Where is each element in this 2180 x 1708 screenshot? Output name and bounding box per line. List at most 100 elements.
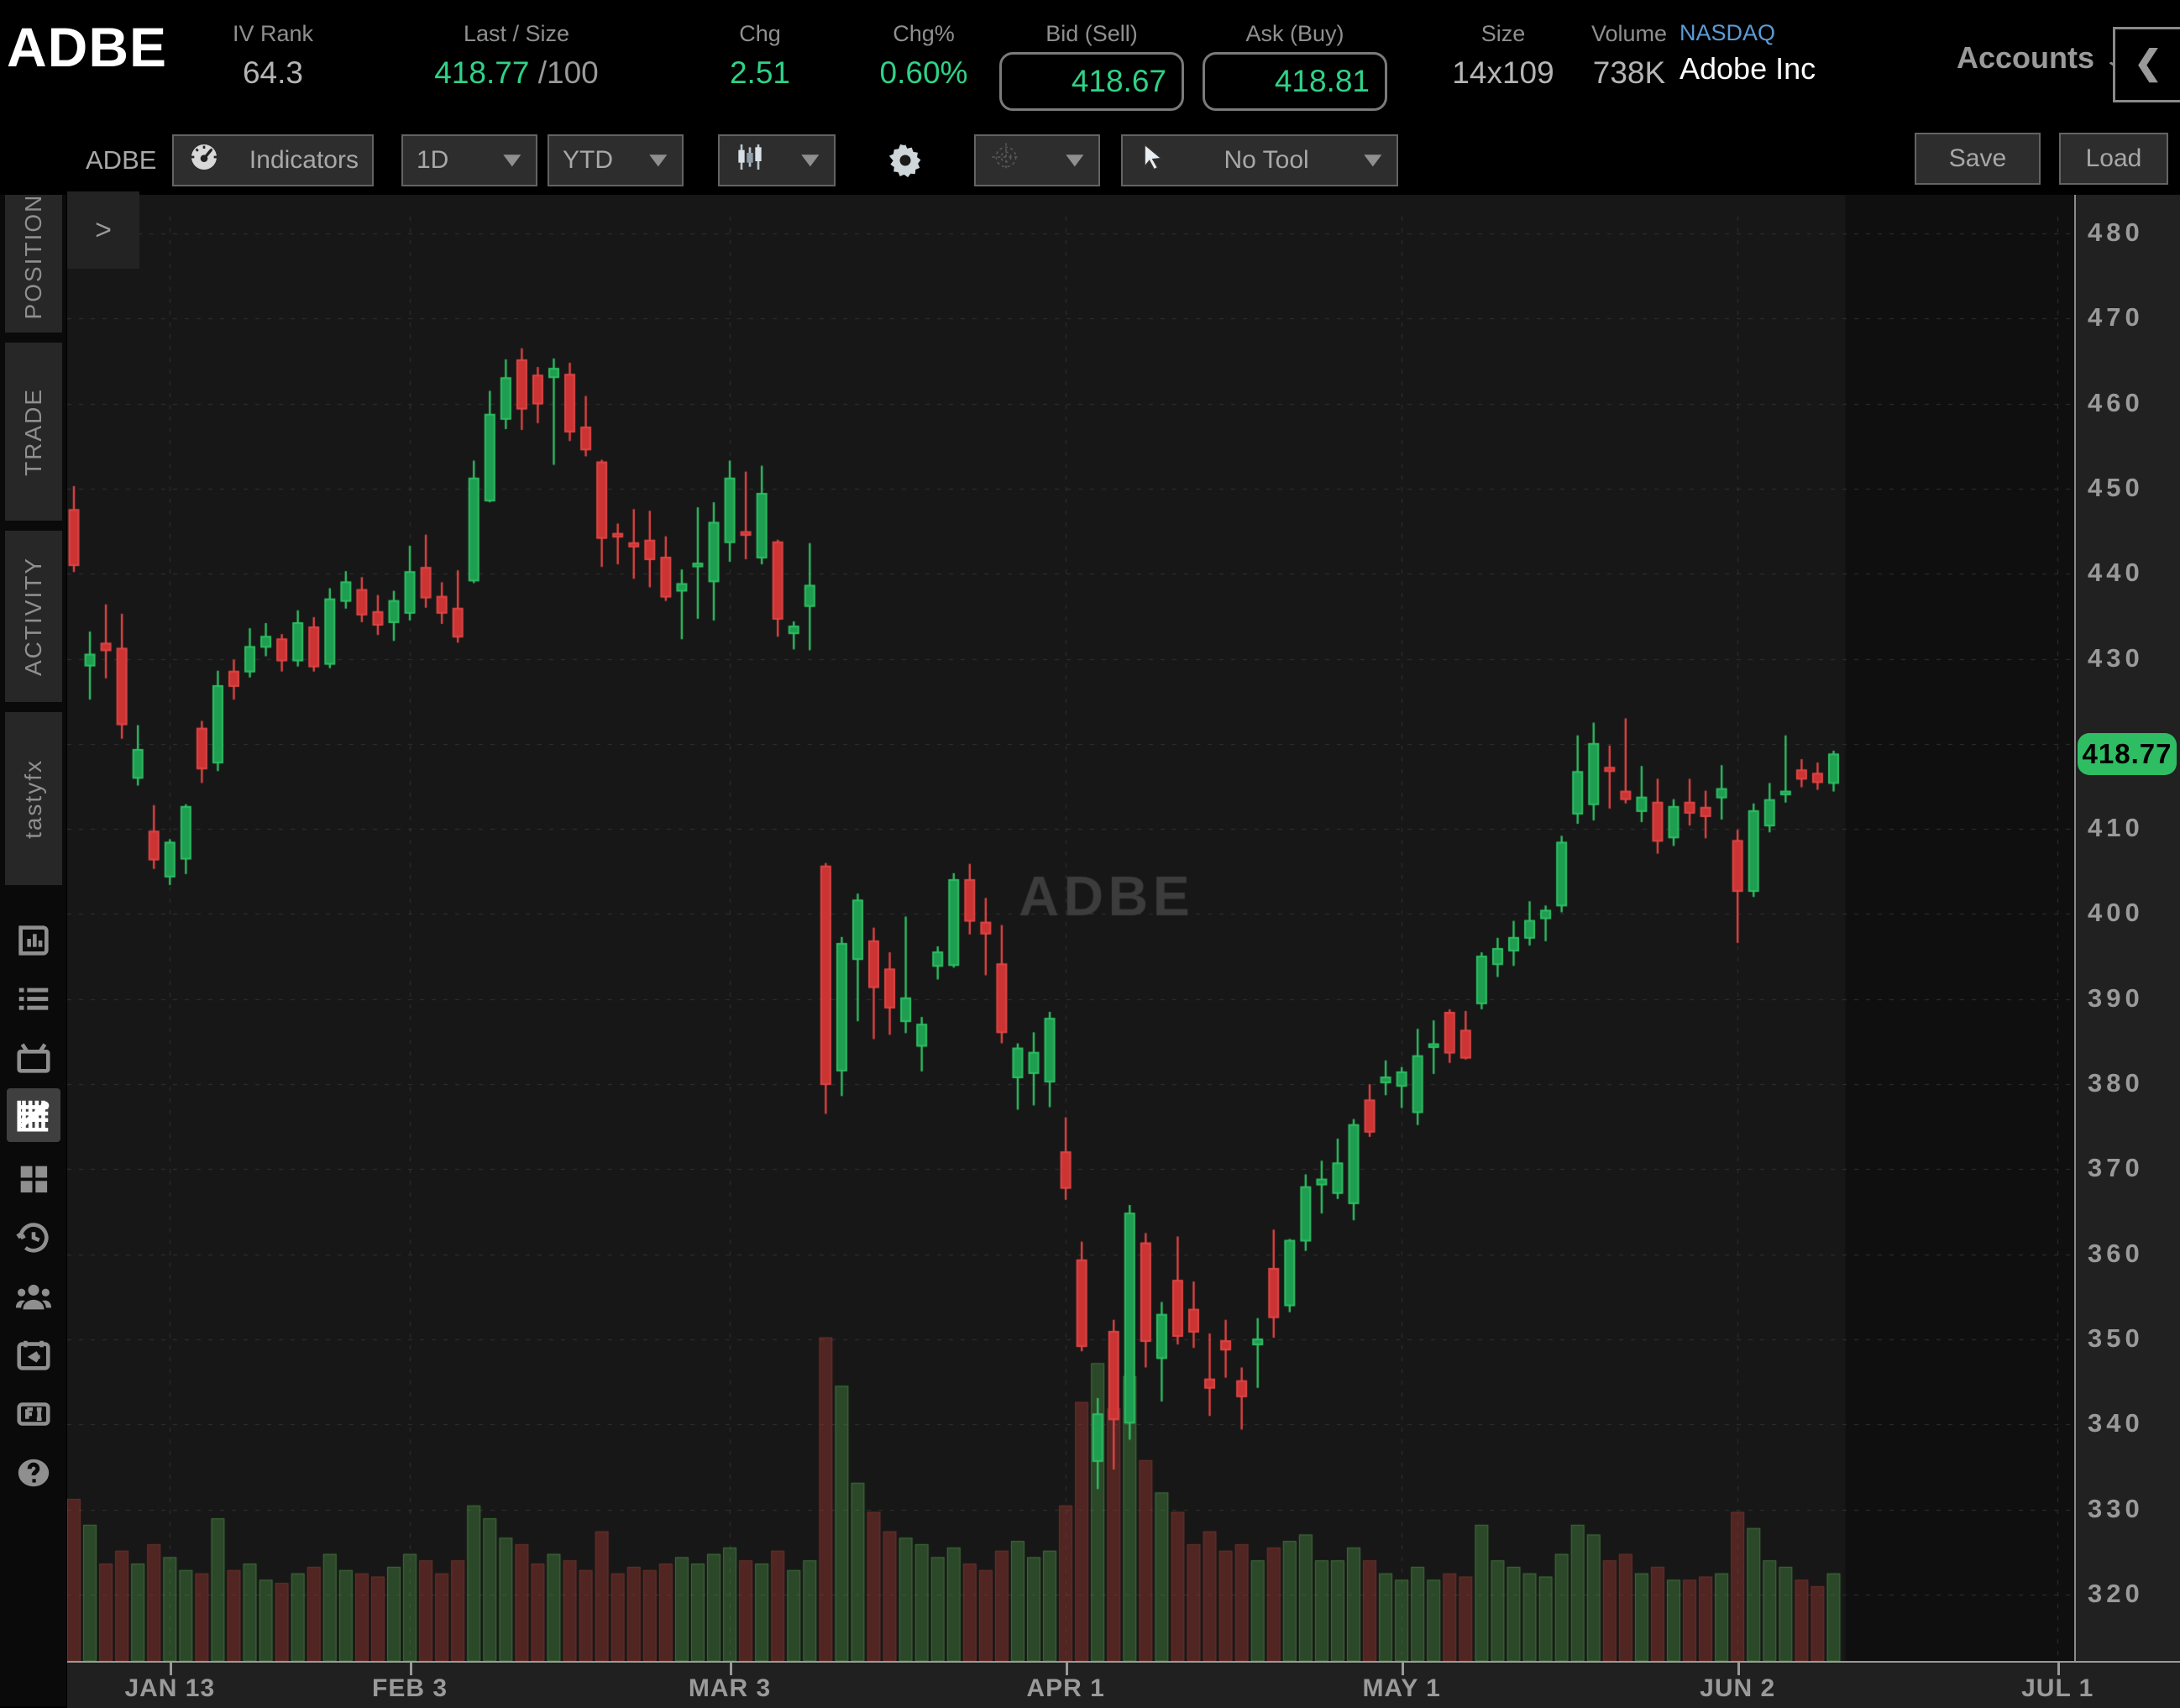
- collapse-panel-button[interactable]: ❮: [2113, 27, 2180, 102]
- y-axis-label: 430: [2088, 642, 2144, 673]
- watchlist-icon[interactable]: [7, 972, 60, 1026]
- dropdown-arrow-icon: ▼: [795, 149, 825, 171]
- symbol-title: ADBE: [7, 16, 168, 78]
- quote-header: ADBE IV Rank 64.3 Last / Size 418.77 /10…: [0, 0, 2180, 126]
- x-axis-label: MAR 3: [688, 1674, 772, 1702]
- chg-pct-stat: Chg% 0.60%: [857, 18, 991, 91]
- chg-label: Chg: [739, 21, 781, 46]
- y-axis-label: 380: [2088, 1068, 2144, 1098]
- chg-value: 2.51: [729, 55, 790, 90]
- chg-pct-label: Chg%: [893, 21, 955, 46]
- volume-value: 738K: [1592, 55, 1666, 90]
- calendar-back-icon[interactable]: [7, 1328, 60, 1382]
- dropdown-arrow-icon: ▼: [1060, 149, 1090, 171]
- y-axis-label: 450: [2088, 472, 2144, 502]
- size-label: Size: [1480, 21, 1526, 46]
- timeframe-dropdown[interactable]: 1D ▼: [401, 134, 537, 186]
- price-chart-canvas[interactable]: [67, 195, 2074, 1661]
- size-value: 14x109: [1452, 55, 1554, 90]
- chart-expander-button[interactable]: >: [67, 191, 139, 269]
- load-button[interactable]: Load: [2059, 133, 2168, 185]
- bid-button[interactable]: 418.67: [999, 52, 1184, 111]
- timeframe-value: 1D: [417, 146, 449, 174]
- last-size-stat: Last / Size 418.77 /100: [378, 18, 655, 91]
- ask-button[interactable]: 418.81: [1203, 52, 1387, 111]
- follow-traders-icon[interactable]: [7, 1270, 60, 1323]
- research-journal-icon[interactable]: [7, 914, 60, 967]
- y-axis-label: 330: [2088, 1493, 2144, 1523]
- x-axis-tick: [170, 1663, 173, 1675]
- chg-stat: Chg 2.51: [697, 18, 823, 91]
- range-value: YTD: [563, 146, 613, 174]
- chg-pct-value: 0.60%: [879, 55, 968, 90]
- volume-stat: Volume 738K: [1570, 18, 1688, 91]
- toolbar-symbol-label: ADBE: [86, 145, 157, 175]
- left-sidebar: POSITIONS TRADE ACTIVITY tastyfx: [0, 126, 66, 1706]
- drawing-tool-dropdown[interactable]: No Tool ▼: [1121, 134, 1398, 186]
- cursor-arrow-icon: [1136, 140, 1170, 181]
- candlestick-type-icon: [733, 140, 767, 181]
- y-axis-label: 470: [2088, 302, 2144, 333]
- settings-gear-icon[interactable]: [886, 141, 925, 184]
- volume-label: Volume: [1590, 21, 1668, 46]
- y-axis-label: 480: [2088, 217, 2144, 247]
- sidebar-tab-activity[interactable]: ACTIVITY: [5, 531, 62, 702]
- accounts-label: Accounts: [1957, 40, 2095, 75]
- y-axis-label: 400: [2088, 898, 2144, 928]
- sidebar-tab-tastyfx[interactable]: tastyfx: [5, 712, 62, 885]
- x-axis-tick: [1737, 1663, 1741, 1675]
- y-axis-label: 410: [2088, 813, 2144, 843]
- last-size-suffix: /100: [529, 55, 599, 90]
- iv-rank-value: 64.3: [242, 55, 303, 90]
- x-axis-label: JAN 13: [124, 1674, 216, 1702]
- dropdown-arrow-icon: ▼: [643, 149, 673, 171]
- accounts-dropdown[interactable]: Accounts⌄: [1957, 40, 2131, 76]
- crosshair-icon: [989, 140, 1023, 181]
- dropdown-arrow-icon: ▼: [1358, 149, 1388, 171]
- bid-stat: Bid (Sell) 418.67: [999, 18, 1184, 111]
- iv-rank-label: IV Rank: [232, 21, 314, 46]
- tool-label: No Tool: [1224, 146, 1309, 174]
- crosshair-dropdown[interactable]: ▼: [974, 134, 1100, 186]
- y-axis-label: 390: [2088, 982, 2144, 1013]
- dropdown-arrow-icon: ▼: [497, 149, 527, 171]
- fi-icon[interactable]: [7, 1387, 60, 1441]
- y-axis-label: 360: [2088, 1238, 2144, 1268]
- y-axis-label: 340: [2088, 1408, 2144, 1438]
- y-axis-label: 460: [2088, 387, 2144, 417]
- x-axis-label: MAY 1: [1362, 1674, 1441, 1702]
- chart-icon[interactable]: [7, 1088, 60, 1142]
- company-name: Adobe Inc: [1680, 51, 1816, 86]
- ask-label: Ask (Buy): [1245, 21, 1344, 46]
- exchange-company: NASDAQ Adobe Inc: [1680, 20, 1816, 86]
- x-axis-label: JUL 1: [2021, 1674, 2094, 1702]
- exchange-name: NASDAQ: [1680, 20, 1776, 45]
- help-icon[interactable]: [7, 1446, 60, 1500]
- last-size-label: Last / Size: [463, 21, 570, 46]
- x-axis-label: APR 1: [1026, 1674, 1105, 1702]
- x-axis-tick: [1066, 1663, 1069, 1675]
- chart-type-dropdown[interactable]: ▼: [718, 134, 836, 186]
- range-dropdown[interactable]: YTD ▼: [548, 134, 684, 186]
- x-axis-tick: [730, 1663, 733, 1675]
- y-axis-label: 370: [2088, 1153, 2144, 1183]
- price-axis[interactable]: 4804704604504404304204104003903803703603…: [2074, 195, 2180, 1661]
- save-button[interactable]: Save: [1915, 133, 2041, 185]
- grid-icon[interactable]: [7, 1152, 60, 1206]
- y-axis-label: 440: [2088, 558, 2144, 588]
- ask-stat: Ask (Buy) 418.81: [1203, 18, 1387, 111]
- iv-rank-stat: IV Rank 64.3: [202, 18, 344, 91]
- y-axis-label: 320: [2088, 1578, 2144, 1608]
- y-axis-label: 350: [2088, 1323, 2144, 1354]
- x-axis-tick: [2057, 1663, 2061, 1675]
- bid-label: Bid (Sell): [1045, 21, 1138, 46]
- last-price-tag: 418.77: [2078, 733, 2177, 776]
- sidebar-tab-trade[interactable]: TRADE: [5, 343, 62, 521]
- tv-icon[interactable]: [7, 1031, 60, 1085]
- toolbar-corner: [0, 126, 67, 195]
- time-axis[interactable]: JAN 13 FEB 3 MAR 3 APR 1 MAY 1 JUN 2 JUL 1: [67, 1661, 2180, 1708]
- x-axis-label: JUN 2: [1700, 1674, 1776, 1702]
- indicators-button[interactable]: Indicators: [172, 134, 374, 186]
- history-clock-icon[interactable]: [7, 1211, 60, 1265]
